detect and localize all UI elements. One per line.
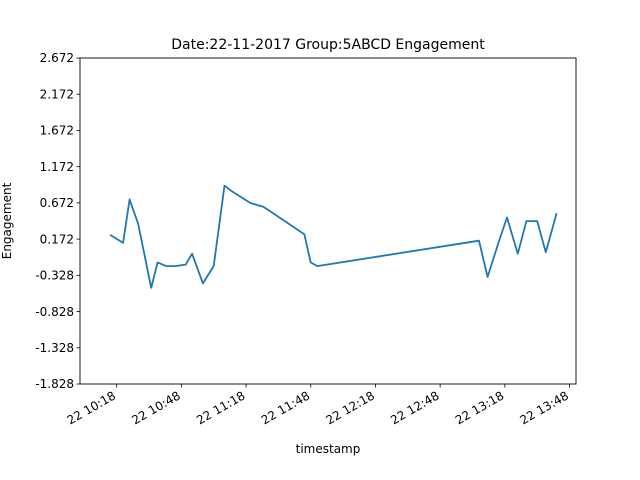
y-tick-label: 0.672 xyxy=(40,196,74,210)
y-tick-label: 0.172 xyxy=(40,232,74,246)
y-axis: -1.828 -1.328 -0.828 -0.328 0.172 0.672 1.172 1… xyxy=(35,51,80,391)
plot-frame xyxy=(79,57,577,385)
x-tick-label: 22 11:48 xyxy=(259,388,312,427)
x-axis-label: timestamp xyxy=(296,442,361,456)
y-tick-label: 2.672 xyxy=(40,51,74,65)
x-tick-label: 22 13:18 xyxy=(453,388,506,427)
y-tick-label: 1.172 xyxy=(40,160,74,174)
x-tick-label: 22 12:48 xyxy=(388,388,441,427)
x-axis: 22 10:18 22 10:48 22 11:18 22 11:48 22 12:18… xyxy=(65,384,571,427)
y-tick-label: -1.328 xyxy=(35,341,74,355)
y-axis-label: Engagement xyxy=(0,182,14,259)
y-tick-label: -1.828 xyxy=(35,377,74,391)
y-tick-label: -0.328 xyxy=(35,269,74,283)
x-tick-label: 22 10:48 xyxy=(129,388,182,427)
x-tick-label: 22 10:18 xyxy=(65,388,118,427)
y-tick-label: 1.672 xyxy=(40,124,74,138)
x-tick-label: 22 12:18 xyxy=(323,388,376,427)
x-tick-label: 22 11:18 xyxy=(194,388,247,427)
x-tick-label: 22 13:48 xyxy=(518,388,571,427)
y-tick-label: -0.828 xyxy=(35,305,74,319)
y-tick-label: 2.172 xyxy=(40,87,74,101)
chart-title: Date:22-11-2017 Group:5ABCD Engagement xyxy=(171,37,485,53)
series-line xyxy=(109,184,558,289)
